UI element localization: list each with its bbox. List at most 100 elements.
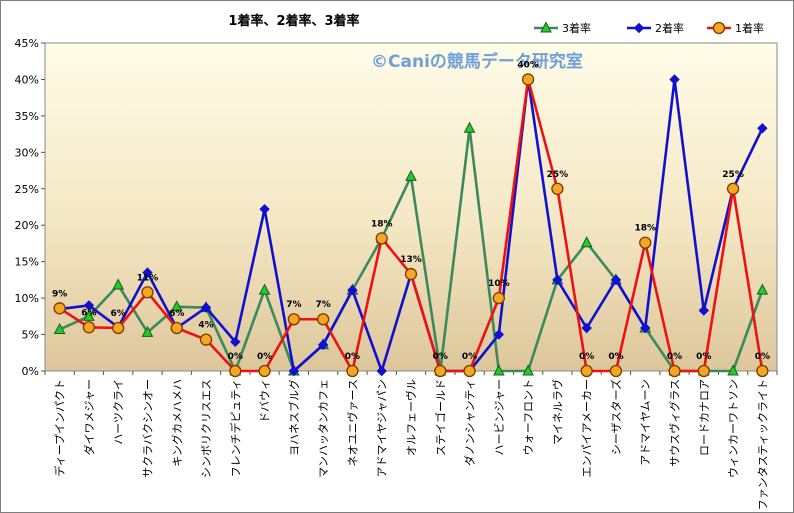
data-point — [199, 333, 213, 346]
y-tick-label: 10% — [15, 292, 39, 305]
data-label: 10% — [488, 279, 510, 289]
data-label: 0% — [462, 352, 477, 362]
data-label: 0% — [579, 352, 594, 362]
legend-item: 1着率 — [707, 21, 764, 35]
data-point — [581, 322, 592, 334]
data-point — [258, 283, 271, 295]
series-layer — [53, 73, 769, 378]
data-label: 11% — [137, 273, 159, 283]
data-label: 0% — [433, 352, 448, 362]
data-point — [112, 321, 125, 335]
x-tick-label: ウィンカーワトソン — [727, 379, 740, 478]
data-label: 9% — [52, 289, 67, 299]
x-tick-label: ウォーフロント — [522, 379, 535, 455]
data-point — [230, 336, 241, 348]
data-point — [463, 121, 476, 133]
data-label: 4% — [198, 321, 213, 331]
legend-item: 3着率 — [534, 21, 591, 35]
legend: 3着率 2着率 1着率 — [534, 21, 764, 35]
x-tick-label: マンハッタンカフェ — [317, 379, 330, 478]
data-point — [141, 325, 154, 337]
data-point — [493, 329, 505, 340]
data-point — [609, 364, 623, 378]
data-point — [405, 169, 417, 181]
x-tick-label: サクラバクシンオー — [141, 379, 154, 478]
data-point — [229, 364, 242, 378]
data-label: 7% — [286, 300, 301, 310]
x-tick-label: マイネルラヴ — [550, 379, 564, 445]
data-label: 40% — [517, 60, 539, 70]
data-point — [756, 283, 769, 295]
legend-label: 1着率 — [735, 21, 764, 35]
x-tick-label: エンパイアメーカー — [581, 379, 594, 477]
x-tick-label: ステイゴールド — [433, 379, 447, 456]
data-point — [493, 364, 505, 376]
data-label: 6% — [81, 308, 96, 318]
data-point — [757, 123, 768, 134]
x-tick-label: ダノンシャンティ — [463, 379, 477, 466]
data-point — [522, 364, 534, 376]
data-point — [112, 278, 125, 290]
data-point — [610, 274, 622, 286]
x-tick-label: ネオユニヴァース — [345, 379, 359, 466]
data-point — [83, 309, 95, 321]
x-tick-label: サウスヴィグラス — [668, 379, 682, 467]
data-point — [551, 182, 564, 195]
y-tick-label: 0% — [22, 365, 39, 378]
data-label: 25% — [547, 170, 569, 180]
x-tick-label: シンボリクリスエス — [200, 379, 213, 478]
y-tick-label: 5% — [22, 329, 39, 342]
x-tick-label: ヨハネスブルグ — [287, 379, 301, 456]
x-tick-label: ディープインパクト — [53, 379, 67, 477]
y-tick-label: 35% — [15, 110, 39, 123]
data-point — [697, 364, 710, 378]
data-point — [200, 302, 212, 313]
x-tick-label: ロードカナロア — [698, 379, 711, 456]
data-point — [53, 322, 66, 334]
x-tick-label: シーザスターズ — [609, 379, 623, 455]
data-point — [668, 364, 681, 378]
data-point — [82, 321, 96, 334]
data-label: 13% — [400, 255, 422, 265]
legend-label: 2着率 — [655, 21, 684, 35]
data-point — [492, 291, 505, 305]
data-point — [141, 286, 154, 299]
data-point — [639, 236, 652, 249]
data-point — [463, 364, 476, 378]
y-tick-label: 30% — [15, 146, 39, 159]
x-tick-label: アドマイヤジャパン — [376, 379, 389, 478]
x-tick-label: ダイワメジャー — [82, 379, 96, 455]
data-point — [669, 74, 680, 85]
x-tick-label: ハーツクライ — [112, 379, 125, 445]
series-3 — [53, 73, 769, 378]
data-point — [287, 313, 301, 326]
y-tick-label: 15% — [15, 256, 39, 269]
data-point — [404, 267, 418, 281]
legend-marker — [633, 22, 645, 34]
data-point — [698, 305, 710, 316]
data-point — [347, 284, 358, 296]
data-label: 0% — [228, 352, 243, 362]
data-point — [170, 321, 183, 335]
x-tick-label: オルフェーヴル — [404, 379, 418, 456]
data-point — [552, 274, 563, 286]
data-point — [170, 300, 183, 312]
legend-marker — [712, 21, 726, 35]
data-point — [756, 364, 769, 378]
data-point — [258, 364, 271, 378]
data-label: 18% — [634, 224, 656, 234]
data-point — [142, 267, 153, 278]
data-labels: 9% 6% 6% 11% 6% 4% 0% 0% 7% 7% 0% 18% 13% 0% 0% 10% 40% 2… — [52, 60, 770, 362]
x-tick-label: ハービンジャー — [493, 379, 506, 455]
data-point — [580, 364, 593, 378]
data-label: 0% — [755, 352, 770, 362]
data-label: 0% — [257, 352, 272, 362]
x-tick-label: アドマイヤムーン — [639, 379, 652, 466]
data-point — [375, 232, 388, 245]
data-point — [521, 73, 535, 86]
y-axis: 0% 5% 10% 15% 20% 25% 30% 35% 40% 45% — [15, 37, 45, 378]
y-tick-label: 45% — [15, 37, 39, 50]
data-label: 6% — [111, 309, 126, 319]
